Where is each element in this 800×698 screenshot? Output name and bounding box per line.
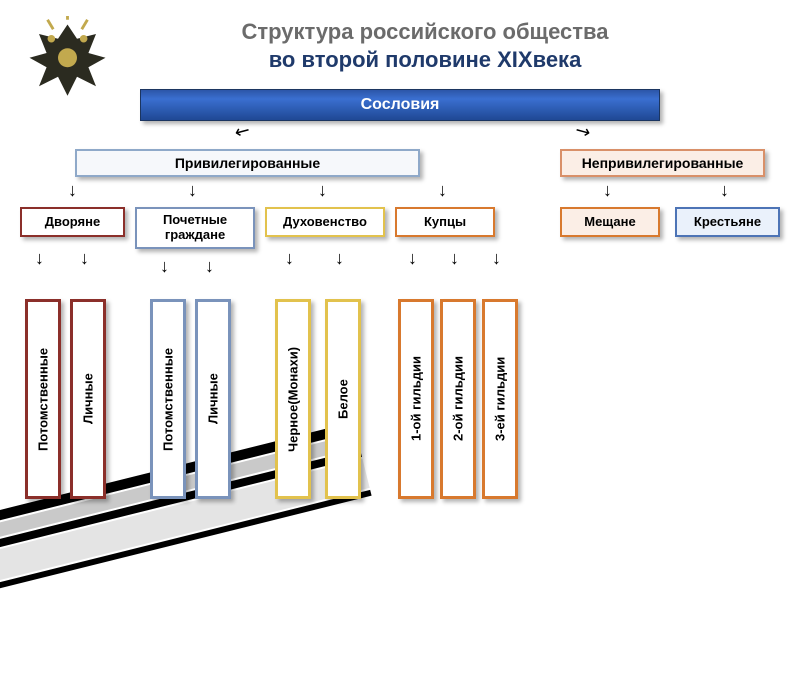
root-estates: Сословия xyxy=(140,89,660,121)
arrow-icon: ↓ xyxy=(285,249,294,267)
nonprivileged-box: Непривилегированные xyxy=(560,149,765,177)
nobles-hereditary: Потомственные xyxy=(25,299,61,499)
arrow-icon: ↓ xyxy=(318,181,327,199)
privileged-box: Привилегированные xyxy=(75,149,420,177)
guild-3: 3-ей гильдии xyxy=(482,299,518,499)
clergy-white: Белое xyxy=(325,299,361,499)
citizens-personal: Личные xyxy=(195,299,231,499)
guild-1: 1-ой гильдии xyxy=(398,299,434,499)
citizens-hereditary: Потомственные xyxy=(150,299,186,499)
title-line1: Структура российского общества xyxy=(241,19,608,44)
clergy-box: Духовенство xyxy=(265,207,385,237)
arrow-icon: ↙ xyxy=(232,119,254,142)
arrow-icon: ↓ xyxy=(160,257,169,275)
burghers-box: Мещане xyxy=(560,207,660,237)
arrow-icon: ↓ xyxy=(205,257,214,275)
arrow-icon: ↓ xyxy=(603,181,612,199)
arrow-icon: ↓ xyxy=(438,181,447,199)
nobles-box: Дворяне xyxy=(20,207,125,237)
slide-title: Структура российского общества во второй… xyxy=(0,0,800,83)
arrow-icon: ↘ xyxy=(572,119,594,142)
hierarchy-chart: Сословия ↙ ↘ Привилегированные Непривиле… xyxy=(20,89,780,539)
nobles-personal: Личные xyxy=(70,299,106,499)
arrow-icon: ↓ xyxy=(80,249,89,267)
arrow-icon: ↓ xyxy=(720,181,729,199)
honorary-citizens-box: Почетные граждане xyxy=(135,207,255,249)
arrow-icon: ↓ xyxy=(450,249,459,267)
guild-2: 2-ой гильдии xyxy=(440,299,476,499)
title-line2: во второй половине XIXвека xyxy=(269,47,582,72)
arrow-icon: ↓ xyxy=(492,249,501,267)
arrow-icon: ↓ xyxy=(335,249,344,267)
clergy-black: Черное(Монахи) xyxy=(275,299,311,499)
arrow-icon: ↓ xyxy=(408,249,417,267)
arrow-icon: ↓ xyxy=(68,181,77,199)
merchants-box: Купцы xyxy=(395,207,495,237)
arrow-icon: ↓ xyxy=(35,249,44,267)
peasants-box: Крестьяне xyxy=(675,207,780,237)
arrow-icon: ↓ xyxy=(188,181,197,199)
